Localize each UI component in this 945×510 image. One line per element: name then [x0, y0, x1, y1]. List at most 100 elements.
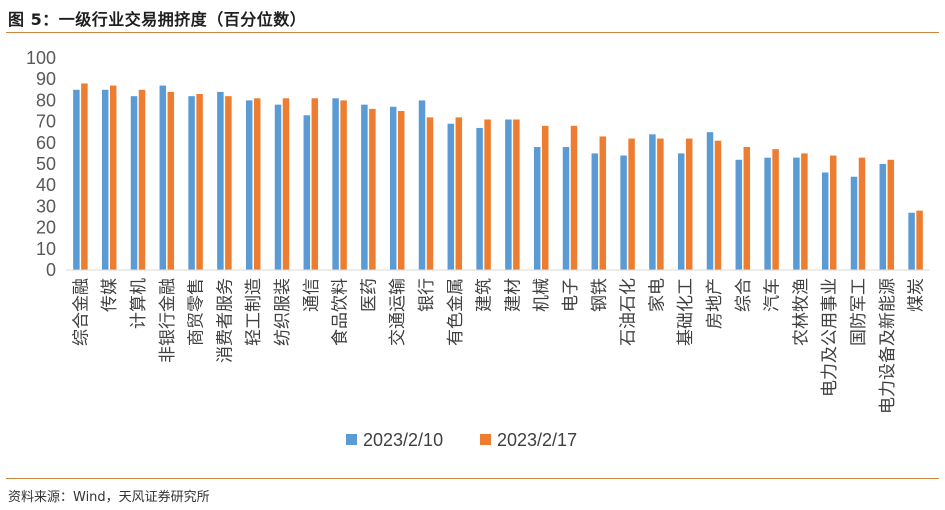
legend-label: 2023/2/10 [363, 430, 443, 450]
bar-series-2 [138, 89, 146, 270]
bar-series-2 [397, 111, 405, 270]
y-tick-label: 40 [36, 175, 56, 195]
bar-series-1 [879, 164, 887, 270]
bar-series-1 [418, 100, 426, 271]
bars [73, 83, 923, 271]
y-tick-label: 10 [36, 239, 56, 259]
y-tick-label: 90 [36, 69, 56, 89]
category-label: 石油石化 [619, 278, 639, 346]
bar-series-1 [677, 153, 685, 270]
bar-series-1 [73, 89, 80, 270]
bar-series-2 [801, 153, 808, 270]
bar-series-2 [455, 117, 463, 270]
bar-series-1 [505, 119, 512, 270]
bar-series-1 [793, 157, 800, 270]
category-label: 电力设备及新能源 [878, 278, 898, 414]
category-label: 电子 [561, 278, 581, 312]
bar-series-2 [311, 98, 319, 270]
y-tick-label: 60 [36, 133, 56, 153]
bar-series-1 [447, 123, 455, 270]
legend-swatch [346, 434, 357, 445]
legend-swatch [480, 434, 491, 445]
bar-series-2 [196, 94, 203, 270]
category-label: 钢铁 [590, 278, 610, 312]
legend: 2023/2/10 2023/2/17 [346, 430, 577, 450]
category-label: 非银行金融 [158, 278, 178, 363]
category-label: 国防军工 [849, 278, 869, 346]
bar-series-2 [599, 136, 607, 270]
bar-series-1 [476, 127, 483, 271]
category-label: 有色金属 [446, 278, 466, 346]
category-label: 纺织服装 [273, 278, 293, 346]
category-label: 电力及公用事业 [820, 278, 840, 397]
bar-series-2 [109, 85, 117, 270]
bar-series-2 [541, 125, 549, 270]
category-label: 通信 [302, 278, 322, 312]
y-tick-label: 0 [46, 260, 56, 280]
category-label: 房地产 [705, 278, 725, 329]
category-label: 家电 [647, 278, 667, 312]
bar-series-2 [714, 140, 722, 270]
bar-series-1 [101, 89, 109, 270]
bar-series-1 [389, 106, 397, 270]
legend-label: 2023/2/17 [497, 430, 577, 450]
bar-series-1 [620, 155, 627, 270]
bar-series-1 [245, 100, 253, 271]
bar-series-2 [685, 138, 693, 270]
bar-series-2 [225, 96, 232, 270]
bar-series-1 [850, 176, 858, 270]
category-label: 商贸零售 [187, 278, 207, 346]
bar-series-1 [764, 157, 771, 270]
category-label: 机械 [532, 278, 552, 312]
y-tick-label: 30 [36, 196, 56, 216]
bar-series-1 [908, 212, 915, 270]
category-label: 银行 [417, 278, 437, 312]
category-label: 综合 [734, 278, 754, 312]
category-label: 农林牧渔 [791, 278, 811, 346]
category-label: 消费者服务 [215, 278, 235, 363]
bar-series-1 [159, 85, 167, 270]
bar-series-2 [484, 119, 491, 270]
category-label: 食品饮料 [331, 278, 351, 346]
category-label: 计算机 [129, 278, 149, 329]
chart-title: 图 5：一级行业交易拥挤度（百分位数） [8, 10, 307, 29]
category-label: 交通运输 [388, 278, 408, 346]
bar-series-2 [887, 159, 895, 270]
bar-series-1 [562, 147, 570, 270]
bar-series-1 [303, 115, 311, 271]
bar-series-2 [426, 117, 434, 270]
bar-series-2 [829, 155, 837, 270]
category-label: 汽车 [763, 278, 783, 312]
category-label: 建材 [503, 278, 523, 312]
category-label: 医药 [359, 278, 379, 312]
bar-series-1 [533, 147, 541, 270]
bar-series-1 [821, 172, 829, 270]
bar-series-2 [772, 149, 779, 270]
bar-series-1 [274, 104, 282, 270]
source-note: 资料来源：Wind，天风证券研究所 [8, 490, 210, 505]
bottom-rule [6, 478, 939, 479]
bar-series-2 [167, 91, 175, 270]
y-tick-label: 50 [36, 154, 56, 174]
bar-series-2 [340, 100, 347, 271]
category-label: 轻工制造 [244, 278, 264, 346]
category-label: 基础化工 [676, 278, 696, 346]
bar-series-1 [706, 132, 714, 270]
bar-series-2 [81, 83, 88, 270]
y-tick-label: 100 [26, 48, 56, 68]
top-rule [6, 32, 939, 33]
bar-series-2 [513, 119, 520, 270]
category-label: 综合金融 [71, 278, 91, 346]
bar-series-2 [253, 98, 261, 270]
y-tick-label: 80 [36, 90, 56, 110]
bar-series-2 [628, 138, 635, 270]
category-label: 煤炭 [907, 278, 927, 312]
bar-series-1 [130, 96, 138, 270]
bar-series-1 [332, 98, 339, 270]
bar-series-1 [361, 104, 368, 270]
y-tick-label: 20 [36, 218, 56, 238]
bar-series-2 [369, 108, 376, 270]
category-label: 传媒 [100, 278, 120, 312]
